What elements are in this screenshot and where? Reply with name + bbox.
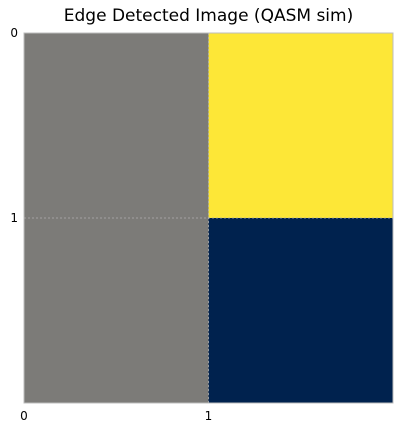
- heatmap-cell-r0-c1: [208, 33, 393, 218]
- chart-title: Edge Detected Image (QASM sim): [63, 6, 354, 26]
- x-tick-label-0: 0: [20, 409, 28, 423]
- x-tick-label-1: 1: [205, 409, 213, 423]
- heatmap-cell-r1-c0: [24, 218, 209, 403]
- axes-frame: [23, 32, 394, 404]
- y-tick-label-1: 1: [10, 211, 18, 225]
- y-tick-label-0: 0: [10, 26, 18, 40]
- grid-lines: [24, 33, 393, 403]
- heatmap-cells: [24, 33, 393, 403]
- y-ticks: 01: [10, 26, 18, 225]
- heatmap-cell-r1-c1: [208, 218, 393, 403]
- heatmap-cell-r0-c0: [24, 33, 209, 218]
